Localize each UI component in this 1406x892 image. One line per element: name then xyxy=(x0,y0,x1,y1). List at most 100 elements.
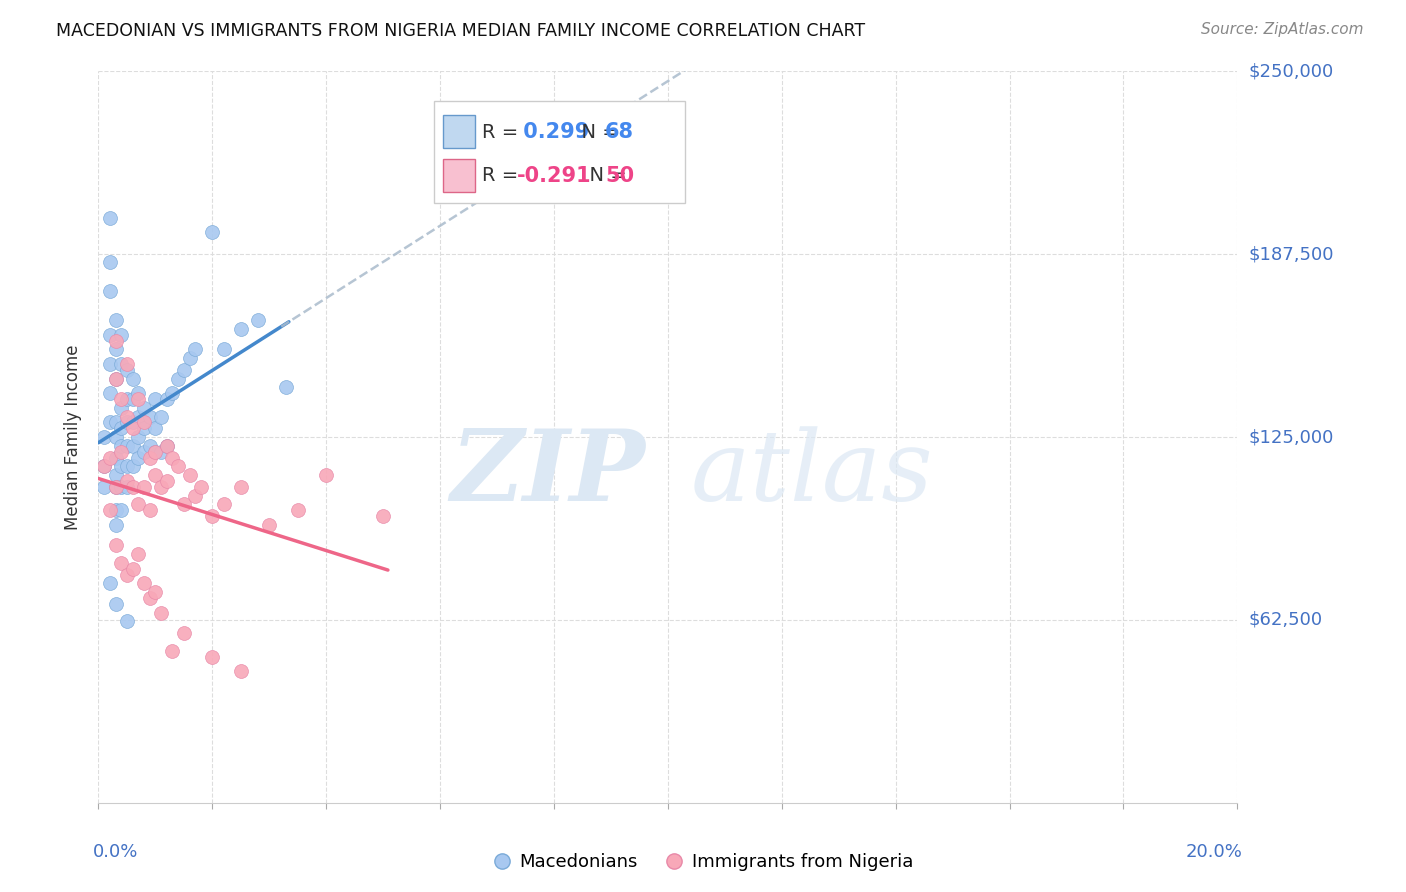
Point xyxy=(104,343,127,357)
Point xyxy=(115,363,138,377)
Point xyxy=(121,562,143,576)
Point xyxy=(162,643,184,657)
Point xyxy=(132,421,155,435)
Point xyxy=(110,357,132,371)
Point xyxy=(246,313,269,327)
Point xyxy=(173,497,195,511)
Point xyxy=(104,371,127,385)
Point xyxy=(145,421,167,435)
Point xyxy=(98,254,121,268)
Point xyxy=(150,409,173,424)
Text: $250,000: $250,000 xyxy=(1249,62,1334,80)
Text: 50: 50 xyxy=(605,166,634,186)
Point xyxy=(156,392,179,406)
Text: 0.0%: 0.0% xyxy=(93,843,138,861)
Point xyxy=(110,503,132,517)
Point xyxy=(145,444,167,458)
Point xyxy=(173,363,195,377)
Text: $62,500: $62,500 xyxy=(1249,611,1323,629)
Point xyxy=(121,392,143,406)
Point xyxy=(150,444,173,458)
Point xyxy=(121,421,143,435)
Point xyxy=(104,480,127,494)
Point xyxy=(104,468,127,483)
Point xyxy=(115,357,138,371)
Point xyxy=(98,386,121,401)
Point xyxy=(132,416,155,430)
Text: atlas: atlas xyxy=(690,426,934,521)
Point xyxy=(156,439,179,453)
Point xyxy=(104,334,127,348)
Point xyxy=(201,509,224,524)
Point xyxy=(115,459,138,474)
Point xyxy=(138,439,160,453)
Point xyxy=(110,401,132,415)
Point xyxy=(138,591,160,605)
Point xyxy=(132,444,155,458)
Point xyxy=(150,606,173,620)
Point xyxy=(167,459,190,474)
Point xyxy=(104,517,127,532)
Point xyxy=(201,649,224,664)
Y-axis label: Median Family Income: Median Family Income xyxy=(65,344,83,530)
Point xyxy=(121,480,143,494)
Point xyxy=(110,327,132,342)
Point xyxy=(138,503,160,517)
Point xyxy=(110,459,132,474)
Text: -0.291: -0.291 xyxy=(516,166,591,186)
Point xyxy=(229,480,252,494)
Point xyxy=(104,538,127,552)
Point xyxy=(138,409,160,424)
Point xyxy=(145,444,167,458)
Point xyxy=(127,497,149,511)
Point xyxy=(145,468,167,483)
Text: R =: R = xyxy=(482,167,524,186)
Point xyxy=(145,585,167,599)
Point xyxy=(184,343,207,357)
Point xyxy=(212,497,235,511)
Point xyxy=(179,351,201,365)
Point xyxy=(132,401,155,415)
Point xyxy=(98,416,121,430)
Point xyxy=(98,357,121,371)
Text: N =: N = xyxy=(576,167,633,186)
Point xyxy=(98,211,121,225)
Point xyxy=(201,225,224,239)
Point xyxy=(184,489,207,503)
Point xyxy=(127,409,149,424)
Point xyxy=(121,371,143,385)
Point xyxy=(115,480,138,494)
Text: N =: N = xyxy=(569,122,624,142)
Text: $187,500: $187,500 xyxy=(1249,245,1334,263)
Point xyxy=(115,439,138,453)
Point xyxy=(162,386,184,401)
Point xyxy=(104,371,127,385)
Point xyxy=(127,392,149,406)
Point xyxy=(110,421,132,435)
Point xyxy=(315,468,337,483)
Point xyxy=(127,386,149,401)
Point xyxy=(115,409,138,424)
Point xyxy=(98,327,121,342)
Point xyxy=(104,480,127,494)
Point xyxy=(132,480,155,494)
Point xyxy=(121,459,143,474)
FancyBboxPatch shape xyxy=(443,115,475,148)
Point xyxy=(98,503,121,517)
Point xyxy=(179,468,201,483)
Point xyxy=(121,439,143,453)
Point xyxy=(93,459,115,474)
Point xyxy=(93,459,115,474)
Point xyxy=(132,576,155,591)
Text: R =: R = xyxy=(482,122,524,142)
Text: 68: 68 xyxy=(605,122,634,142)
Point xyxy=(110,444,132,458)
Point xyxy=(373,509,395,524)
Point xyxy=(127,450,149,465)
Point xyxy=(98,576,121,591)
Point xyxy=(104,313,127,327)
Point xyxy=(98,450,121,465)
Point xyxy=(150,480,173,494)
Point xyxy=(110,556,132,570)
Point xyxy=(115,416,138,430)
